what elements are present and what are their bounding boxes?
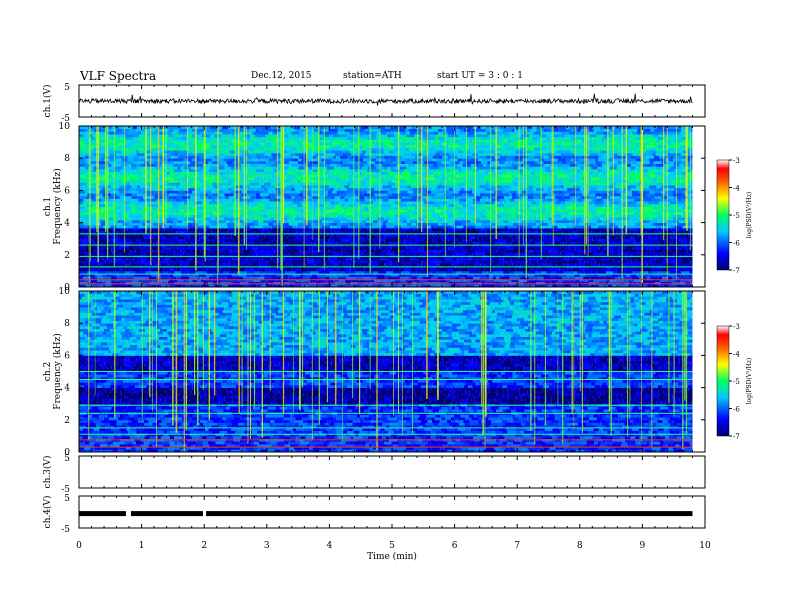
colorbar-tick-label: -6 xyxy=(733,240,740,248)
y-tick-label: 6 xyxy=(64,351,70,361)
y-tick-label: 2 xyxy=(64,416,70,426)
y-tick-label: -5 xyxy=(61,114,70,124)
x-tick-label: 9 xyxy=(640,541,646,551)
x-axis-label: Time (min) xyxy=(367,551,417,562)
y-axis-label: Frequency (kHz) xyxy=(52,168,63,245)
x-tick-label: 7 xyxy=(514,541,520,551)
ch1-waveform-trace xyxy=(78,93,693,106)
y-tick-label: 0 xyxy=(64,283,70,293)
colorbar-tick-label: -5 xyxy=(733,212,740,220)
station-label: station=ATH xyxy=(343,71,402,81)
y-tick-label: 8 xyxy=(64,154,70,164)
y-axis-channel-label: ch.1 xyxy=(43,197,53,216)
colorbar-tick-label: -7 xyxy=(733,433,740,441)
y-tick-label: 4 xyxy=(64,219,70,229)
panel-frame xyxy=(78,455,706,489)
y-tick-label: 2 xyxy=(64,251,70,261)
colorbar-label: log(PSD(V²/Hz) xyxy=(746,358,753,405)
x-tick-label: 1 xyxy=(139,541,145,551)
colorbar xyxy=(716,325,730,437)
spectrogram-ch2 xyxy=(79,291,705,453)
y-tick-label: 6 xyxy=(64,186,70,196)
colorbar xyxy=(716,159,730,271)
y-tick-label: 0 xyxy=(64,448,70,458)
chart-title: VLF Spectra xyxy=(80,69,157,83)
colorbar-tick-label: -3 xyxy=(733,323,740,331)
y-axis-channel-label: ch.2 xyxy=(43,362,53,381)
x-tick-label: 6 xyxy=(452,541,458,551)
y-tick-label: 5 xyxy=(64,454,70,464)
x-tick-label: 8 xyxy=(577,541,583,551)
colorbar-tick-label: -7 xyxy=(733,267,740,275)
x-tick-label: 0 xyxy=(76,541,82,551)
ch4-waveform-segment xyxy=(130,511,203,517)
colorbar-tick-label: -5 xyxy=(733,378,740,386)
x-tick-label: 2 xyxy=(201,541,207,551)
colorbar-tick-label: -4 xyxy=(733,185,740,193)
colorbar-label: log(PSD(V²/Hz) xyxy=(746,192,753,239)
y-tick-label: 5 xyxy=(64,494,70,504)
spectrogram-ch1 xyxy=(79,126,705,288)
y-axis-label: ch.3(V) xyxy=(42,456,53,489)
y-tick-label: 5 xyxy=(64,83,70,93)
y-axis-label: Frequency (kHz) xyxy=(52,333,63,410)
y-tick-label: 4 xyxy=(64,384,70,394)
x-tick-label: 3 xyxy=(264,541,270,551)
y-axis-label: ch.4(V) xyxy=(42,496,53,529)
x-tick-label: 10 xyxy=(699,541,711,551)
colorbar-tick-label: -6 xyxy=(733,406,740,414)
y-tick-label: -5 xyxy=(61,525,70,535)
colorbar-tick-label: -3 xyxy=(733,157,740,165)
x-tick-label: 4 xyxy=(327,541,333,551)
y-tick-label: 10 xyxy=(59,122,71,132)
start-ut-label: start UT = 3 : 0 : 1 xyxy=(437,71,523,81)
colorbar-tick-label: -4 xyxy=(733,351,740,359)
y-tick-label: 8 xyxy=(64,319,70,329)
x-tick-label: 5 xyxy=(389,541,395,551)
y-axis-label: ch.1(V) xyxy=(42,85,53,118)
y-tick-label: -5 xyxy=(61,485,70,495)
y-tick-label: 10 xyxy=(59,287,71,297)
ch4-waveform-segment xyxy=(79,511,126,517)
ch4-waveform-segment xyxy=(206,511,693,517)
date-label: Dec.12, 2015 xyxy=(251,71,312,81)
